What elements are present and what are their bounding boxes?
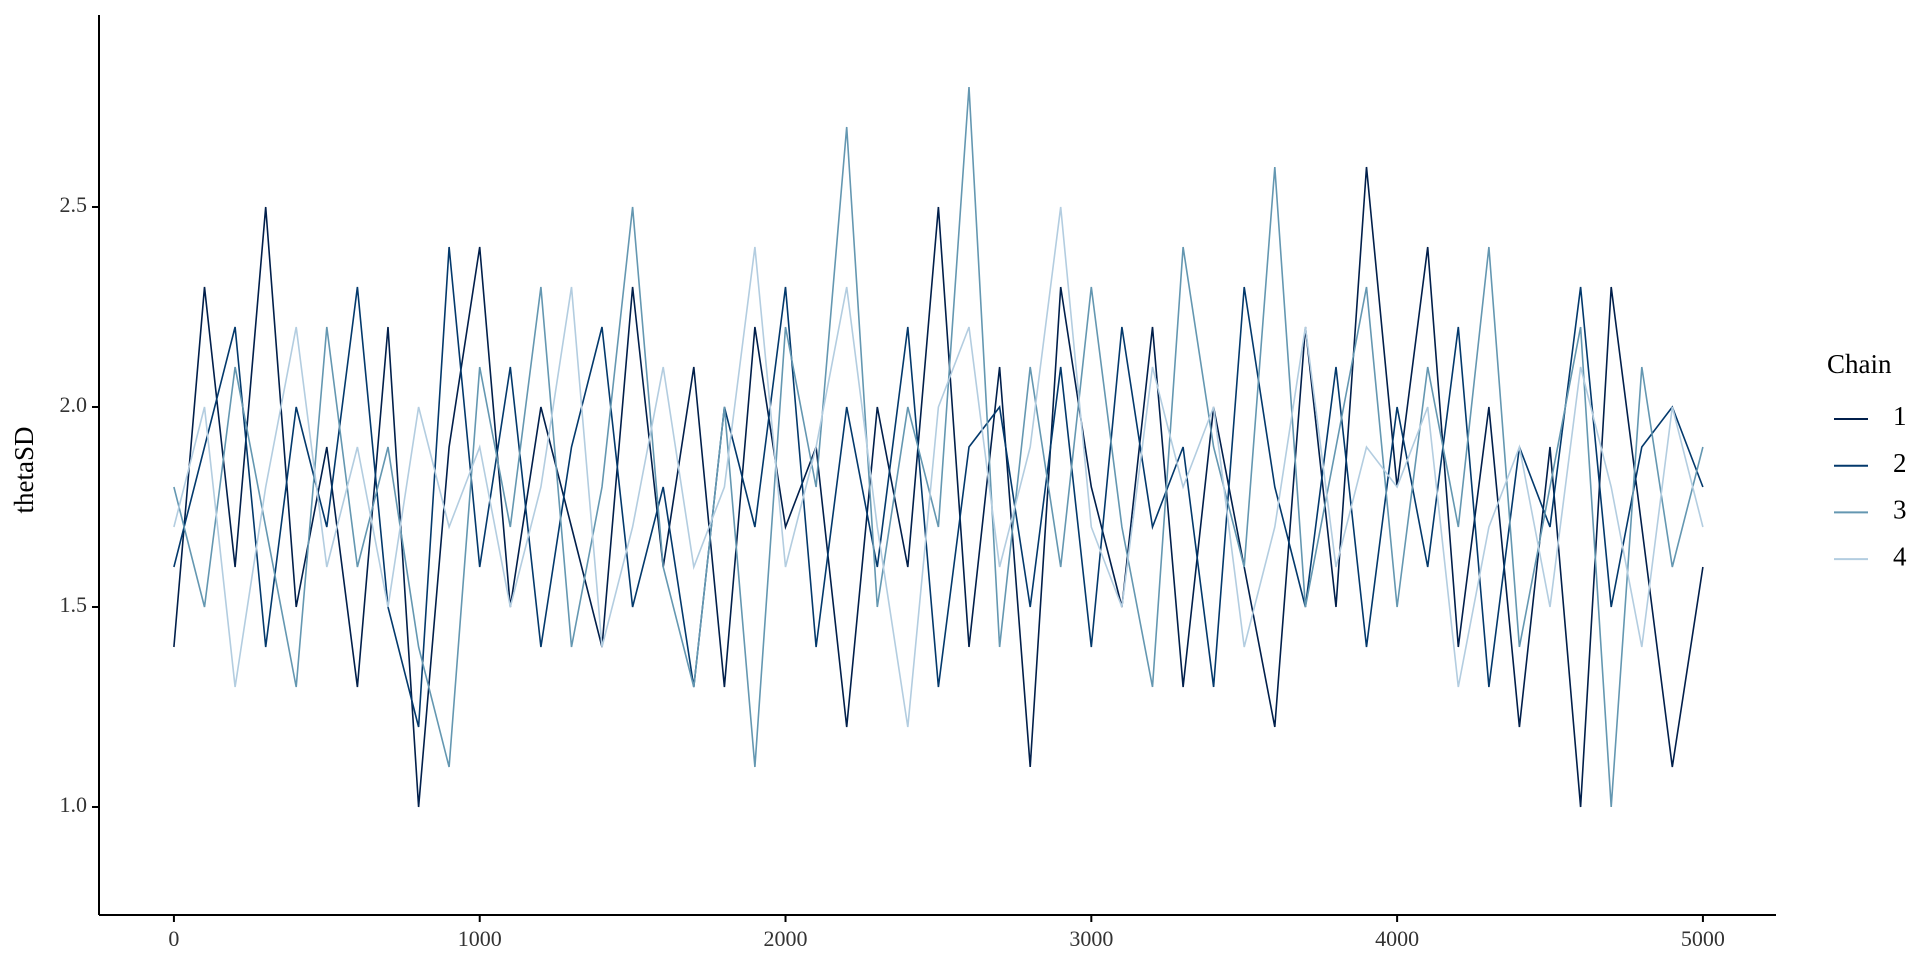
legend-label: 4: [1893, 541, 1907, 571]
x-tick-label: 0: [168, 926, 179, 951]
legend-label: 3: [1893, 495, 1907, 525]
chain-line: [173, 166, 1704, 808]
chain-line: [173, 246, 1704, 728]
chain-line: [173, 206, 1704, 728]
x-tick-label: 1000: [458, 926, 502, 951]
y-tick-label: 2.5: [60, 192, 88, 217]
y-tick-label: 1.0: [60, 792, 88, 817]
x-tick-label: 4000: [1375, 926, 1419, 951]
x-tick-label: 5000: [1681, 926, 1725, 951]
legend-title: Chain: [1827, 349, 1892, 379]
x-tick-label: 2000: [764, 926, 808, 951]
y-tick-label: 2.0: [60, 392, 88, 417]
legend-label: 1: [1893, 401, 1907, 431]
y-tick-label: 1.5: [60, 592, 88, 617]
x-tick-label: 3000: [1069, 926, 1113, 951]
y-axis-title: thetaSD: [9, 427, 39, 514]
legend-label: 2: [1893, 448, 1907, 478]
chain-line: [173, 86, 1704, 808]
